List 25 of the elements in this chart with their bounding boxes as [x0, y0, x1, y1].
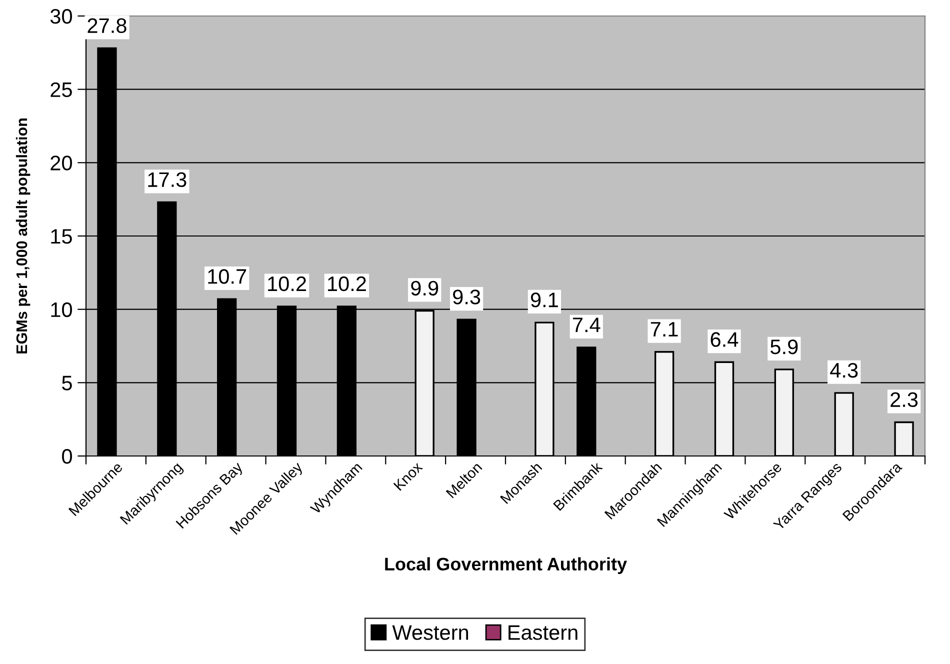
legend-label: Western: [392, 625, 468, 640]
y-tick-label: 30: [50, 9, 72, 24]
y-tick-label: 5: [62, 376, 72, 390]
y-tick-label: 15: [51, 229, 72, 244]
data-label: 7.1: [650, 322, 678, 336]
data-label: 27.8: [88, 18, 126, 34]
data-label: 9.3: [453, 290, 480, 304]
x-axis-title: Local Government Authority: [385, 557, 627, 574]
data-label: 5.9: [770, 339, 798, 354]
data-label: 10.2: [268, 276, 306, 292]
y-tick-label: 10: [51, 302, 72, 318]
y-tick-label: 20: [50, 156, 72, 170]
data-label: 10.2: [328, 276, 366, 292]
y-axis-title: EGMs per 1,000 adult population: [16, 118, 30, 354]
y-tick-label: 25: [50, 82, 72, 98]
y-tick-label: 0: [62, 449, 72, 464]
data-label: 6.4: [710, 332, 738, 347]
text: Eastern: [508, 625, 578, 640]
data-label: 9.1: [530, 292, 558, 308]
data-label: 2.3: [890, 392, 918, 408]
data-label: 9.9: [411, 280, 438, 296]
data-label: 10.7: [208, 269, 246, 284]
data-label: 17.3: [148, 172, 186, 188]
data-label: 7.4: [572, 318, 600, 332]
data-label: 4.3: [830, 362, 858, 378]
